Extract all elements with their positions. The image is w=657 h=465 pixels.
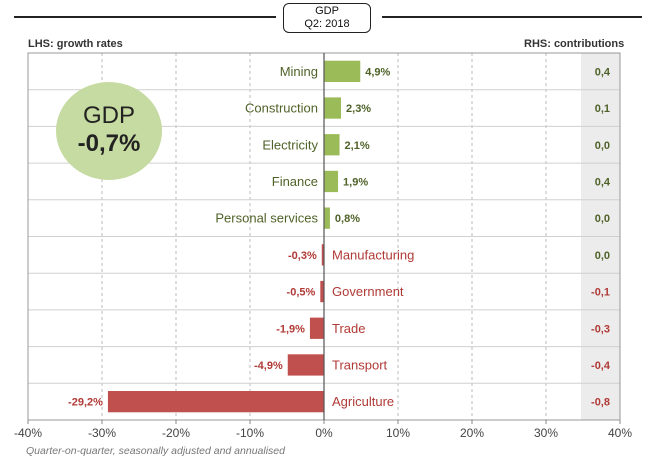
value-label: 4,9%: [365, 66, 390, 78]
gdp-badge: GDP -0,7%: [56, 82, 162, 180]
category-label: Mining: [280, 64, 318, 79]
contribution-label: 0,4: [595, 66, 611, 78]
x-tick-label: 0%: [315, 426, 333, 440]
value-label: 1,9%: [343, 176, 368, 188]
contribution-label: 0,0: [595, 250, 610, 262]
bar: [287, 354, 324, 376]
category-label: Transport: [332, 357, 388, 372]
x-tick-label: -40%: [14, 426, 42, 440]
category-label: Finance: [272, 174, 318, 189]
x-tick-label: -30%: [88, 426, 116, 440]
header-rule-right: [382, 16, 642, 18]
bar: [324, 170, 339, 193]
chart-title-box: GDP Q2: 2018: [283, 3, 371, 33]
category-label: Manufacturing: [332, 247, 414, 262]
x-tick-label: 10%: [386, 426, 410, 440]
chart-subtitle: Q2: 2018: [304, 18, 350, 30]
category-label: Personal services: [215, 211, 318, 226]
category-label: Government: [332, 284, 404, 299]
category-label: Construction: [245, 101, 318, 116]
lhs-label: LHS: growth rates: [28, 38, 123, 50]
contribution-label: -0,4: [591, 360, 611, 372]
bar: [107, 391, 324, 413]
value-label: -4,9%: [254, 360, 283, 372]
gdp-badge-value: -0,7%: [77, 130, 141, 157]
bar: [324, 134, 340, 156]
contribution-label: 0,1: [595, 103, 610, 115]
bar: [309, 317, 324, 339]
category-label: Trade: [332, 321, 365, 336]
bar: [324, 207, 330, 229]
contribution-label: -0,8: [591, 397, 610, 409]
contribution-label: -0,1: [591, 287, 610, 299]
bar: [320, 280, 324, 303]
value-label: 2,3%: [346, 103, 371, 115]
header-rule-left: [14, 16, 276, 18]
contribution-label: 0,0: [595, 213, 610, 225]
value-label: -0,5%: [287, 287, 316, 299]
contribution-label: -0,3: [591, 323, 610, 335]
chart-title: GDP: [315, 5, 339, 17]
x-tick-label: -20%: [162, 426, 190, 440]
contribution-label: 0,4: [595, 176, 611, 188]
value-label: -1,9%: [276, 323, 305, 335]
footnote: Quarter-on-quarter, seasonally adjusted …: [26, 445, 285, 457]
value-label: -29,2%: [68, 397, 103, 409]
value-label: 2,1%: [345, 140, 370, 152]
rhs-label: RHS: contributions: [524, 38, 625, 50]
category-label: Electricity: [262, 137, 318, 152]
bar: [324, 97, 342, 119]
value-label: 0,8%: [335, 213, 360, 225]
value-label: -0,3%: [288, 250, 317, 262]
bar: [324, 60, 361, 82]
x-tick-label: 30%: [534, 426, 558, 440]
x-tick-label: 40%: [608, 426, 632, 440]
category-label: Agriculture: [332, 394, 394, 409]
bar: [321, 244, 324, 266]
x-tick-label: 20%: [460, 426, 484, 440]
contribution-label: 0,0: [595, 140, 610, 152]
x-tick-label: -10%: [236, 426, 264, 440]
gdp-badge-label: GDP: [82, 102, 135, 129]
